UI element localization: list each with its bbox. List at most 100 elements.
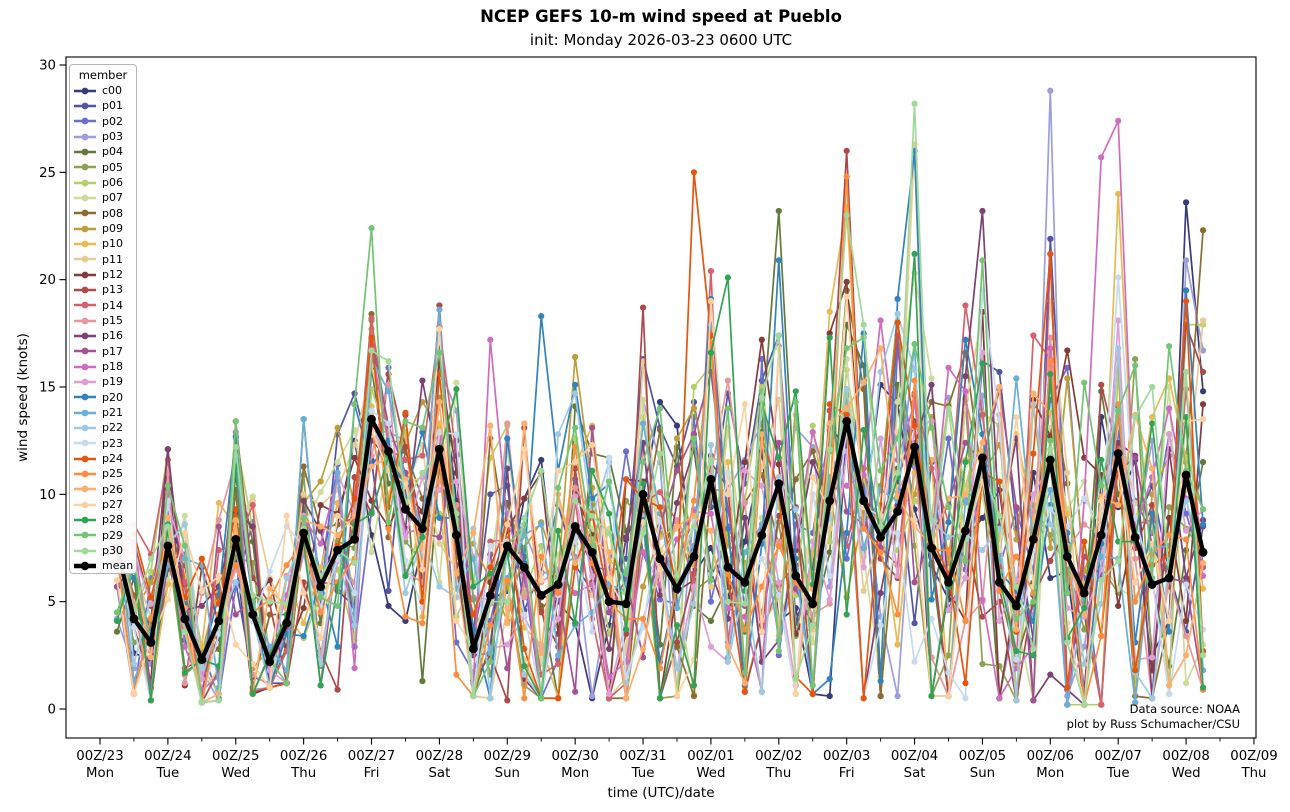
x-tick-label-day: Sat <box>428 766 450 781</box>
mean-line-marker <box>1011 601 1021 611</box>
member-line-p20-marker <box>724 525 731 532</box>
member-line-c00-marker <box>538 456 545 464</box>
member-line-p13-marker <box>1098 381 1105 388</box>
member-line-p19-marker <box>707 643 715 650</box>
member-line-p16-marker <box>656 592 664 599</box>
x-tick-label-day: Sat <box>904 766 926 781</box>
member-line-p24-marker <box>690 169 698 176</box>
member-line-p25-marker <box>724 570 731 577</box>
member-line-p24-marker <box>232 506 239 513</box>
member-line-p29-marker <box>1047 437 1054 444</box>
member-line-p20-marker <box>589 495 596 502</box>
mean-line-marker <box>146 638 156 647</box>
chart-title: NCEP GEFS 10-m wind speed at Pueblo <box>480 7 842 26</box>
mean-line-marker <box>316 582 326 592</box>
member-line-p15-marker <box>1182 632 1190 640</box>
x-tick-label-day: Tue <box>631 766 655 781</box>
member-line-p30-marker <box>453 510 460 517</box>
member-line-p24-marker <box>402 409 409 416</box>
member-line-p12-marker <box>1064 347 1071 354</box>
member-line-p12-marker <box>1182 617 1190 625</box>
mean-line-marker <box>1113 449 1123 458</box>
member-line-p27-marker <box>673 693 681 700</box>
member-line-p16-marker <box>1115 439 1122 446</box>
member-line-p29-marker <box>1030 598 1037 605</box>
member-line-p23-marker <box>911 658 918 665</box>
member-line-p30-marker <box>843 212 850 219</box>
member-line-p29-marker <box>979 257 986 264</box>
member-line-p10-marker <box>215 499 222 507</box>
member-line-p24-marker <box>351 495 358 502</box>
member-line-p14-marker <box>402 456 409 464</box>
member-line-p29-marker <box>1115 407 1122 414</box>
member-line-p23-marker <box>1115 274 1122 281</box>
legend-item-label: p26 <box>102 482 123 496</box>
member-line-p18-marker <box>317 540 324 547</box>
member-line-p30-marker <box>792 675 799 683</box>
member-line-p26-marker <box>1013 626 1020 633</box>
member-line-p12-marker <box>843 278 850 285</box>
member-line-p05-marker <box>1081 626 1088 633</box>
p14-legend-marker-icon <box>74 301 96 309</box>
member-line-p22-marker <box>351 622 358 629</box>
member-line-p25-marker <box>487 622 494 629</box>
member-line-p26-marker <box>1166 682 1173 689</box>
member-line-p28-marker <box>402 572 409 580</box>
member-line-p30-marker <box>945 405 952 412</box>
member-line-p30-marker <box>1115 557 1122 564</box>
legend-title: member <box>78 68 128 82</box>
legend-item-label: p24 <box>102 452 123 466</box>
member-line-p27-marker <box>130 690 138 698</box>
p25-legend-marker-icon <box>74 470 96 478</box>
x-tick-label: 00Z/05 <box>959 749 1006 764</box>
member-line-p11-marker <box>436 540 443 547</box>
member-line-p19-marker <box>775 579 782 586</box>
mean-line-marker <box>536 590 546 600</box>
p22-legend-marker-icon <box>74 424 96 432</box>
member-line-p09-marker <box>334 424 341 431</box>
legend-item-p05: p05 <box>73 160 136 175</box>
mean-line-marker <box>197 655 207 665</box>
member-line-p12-marker <box>1115 602 1122 610</box>
member-line-p27-marker <box>555 467 562 474</box>
member-line-p19-marker <box>589 572 596 580</box>
mean-line-marker <box>978 453 987 463</box>
member-line-p09-marker <box>673 435 681 442</box>
member-line-p30-marker <box>504 598 511 605</box>
member-line-p30-marker <box>1182 368 1190 376</box>
member-line-p25-marker <box>521 695 528 702</box>
member-line-p03-marker <box>589 693 596 700</box>
x-tick-label: 00Z/09 <box>1230 749 1277 764</box>
member-line-p29-marker <box>1199 506 1207 513</box>
member-line-p26-marker <box>707 527 715 534</box>
legend-item-label: p20 <box>102 390 123 404</box>
legend-item-p02: p02 <box>73 114 136 129</box>
member-line-p23-marker <box>826 572 833 580</box>
member-line-p28-marker <box>606 510 613 517</box>
member-line-p17-marker <box>673 467 681 474</box>
x-tick-label: 00Z/08 <box>1162 749 1209 764</box>
x-tick-label-day: Fri <box>364 766 380 781</box>
member-line-p20-marker <box>300 632 307 640</box>
member-line-p16-marker <box>673 499 681 507</box>
member-line-p23-marker <box>606 454 613 461</box>
member-line-p27-marker <box>707 298 715 305</box>
member-line-p25-marker <box>843 173 850 180</box>
y-tick-label: 0 <box>48 703 56 718</box>
member-line-p01-marker <box>1047 235 1054 242</box>
member-line-p11-marker <box>860 587 867 595</box>
legend-item-label: p08 <box>102 206 123 220</box>
member-line-p19-marker <box>962 574 969 582</box>
legend-item-p27: p27 <box>73 497 136 512</box>
member-line-p30-marker <box>1149 383 1156 391</box>
member-line-p04-marker <box>113 628 121 635</box>
member-line-p21-marker <box>555 652 562 659</box>
member-line-p18-marker <box>572 589 579 597</box>
x-tick-label: 00Z/26 <box>280 749 327 764</box>
mean-line-marker <box>842 416 852 426</box>
member-line-p28-marker <box>860 426 867 434</box>
member-line-p15-marker <box>504 420 511 427</box>
member-line-p11-marker <box>249 497 256 504</box>
member-line-p23-marker <box>351 589 358 597</box>
member-line-p29-marker <box>606 478 613 485</box>
